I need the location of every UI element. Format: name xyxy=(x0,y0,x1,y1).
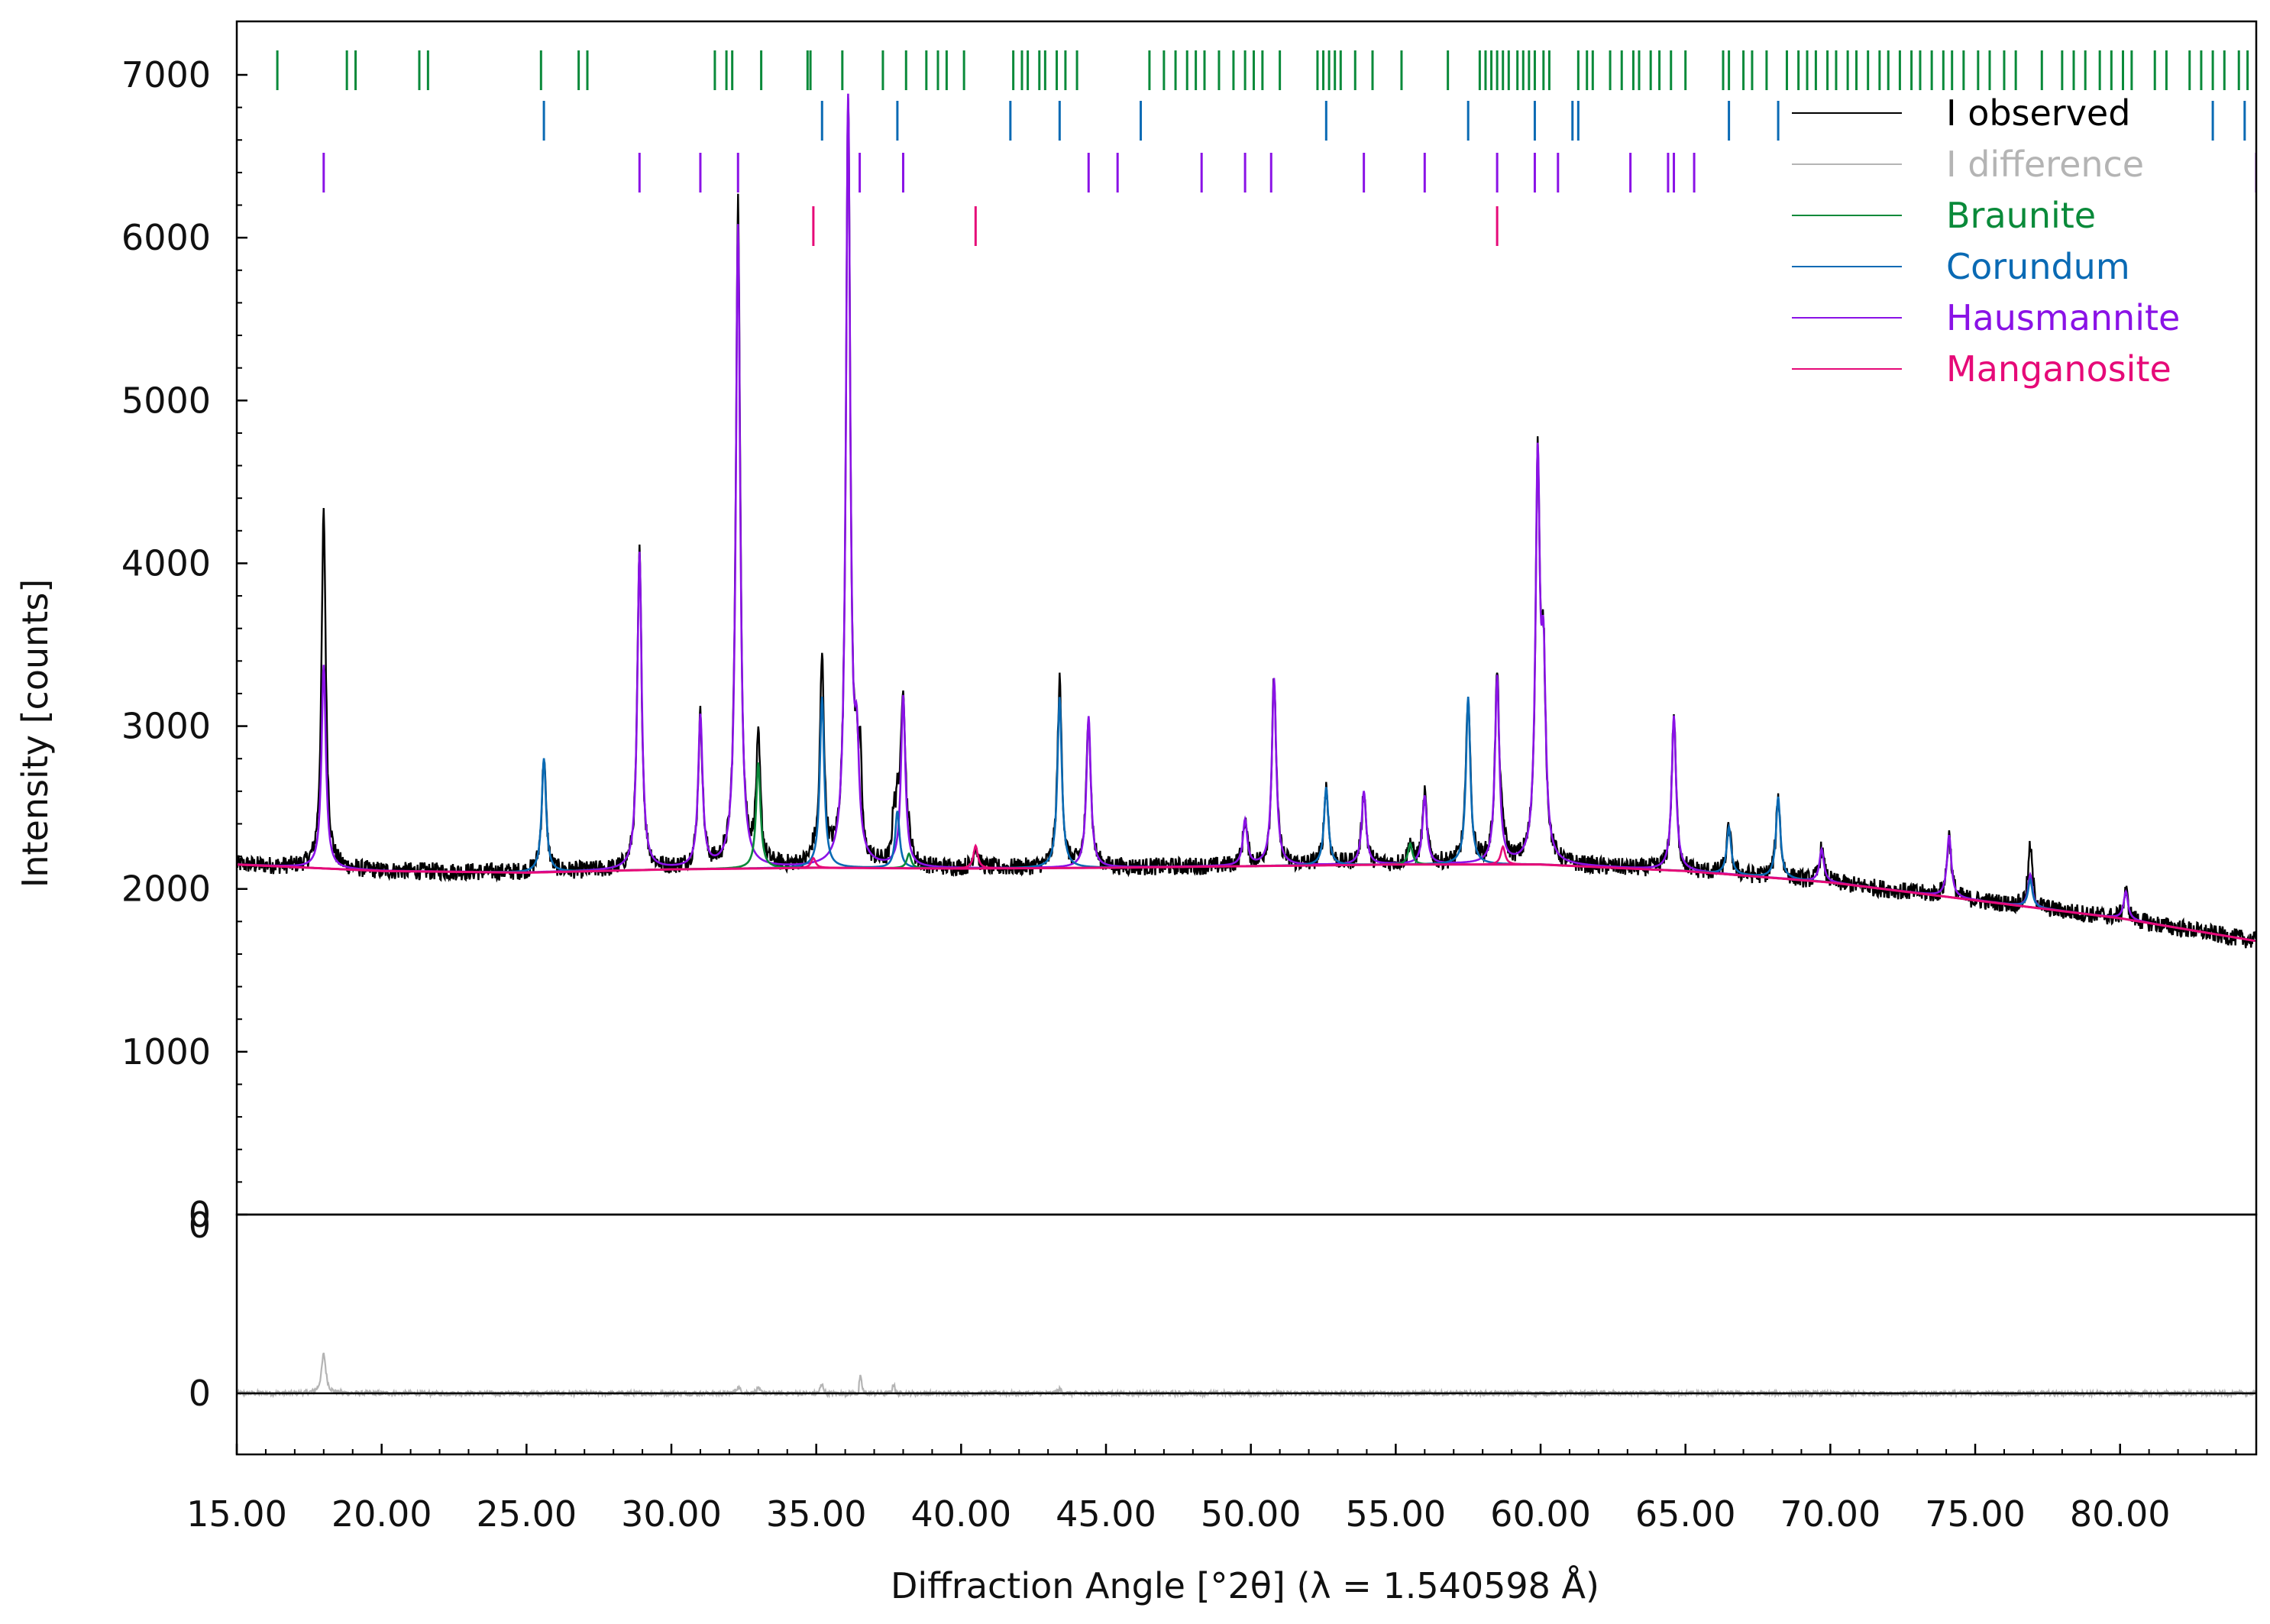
difference-plot-area xyxy=(237,1352,2256,1399)
x-tick-label: 30.00 xyxy=(621,1493,722,1535)
background-curve xyxy=(237,863,2254,942)
x-tick-label: 80.00 xyxy=(2070,1493,2171,1535)
y-tick-label: 7000 xyxy=(121,54,211,95)
x-tick-label: 55.00 xyxy=(1346,1493,1447,1535)
legend-label: I difference xyxy=(1946,144,2144,185)
y-tick-label: 0 xyxy=(189,1194,211,1235)
legend-label: I observed xyxy=(1946,92,2130,134)
y-tick-label: 3000 xyxy=(121,706,211,747)
x-tick-label: 40.00 xyxy=(910,1493,1011,1535)
plot-frames xyxy=(235,20,2258,1456)
y-tick-label: 5000 xyxy=(121,380,211,421)
x-tick-label: 20.00 xyxy=(331,1493,432,1535)
difference-y-axis-ticks: 00 xyxy=(189,1205,211,1414)
legend-label: Manganosite xyxy=(1946,348,2171,390)
difference-y-tick-label: 0 xyxy=(189,1373,211,1414)
y-tick-label: 1000 xyxy=(121,1031,211,1072)
difference-y-tick-label: 0 xyxy=(189,1205,211,1246)
x-tick-label: 50.00 xyxy=(1201,1493,1302,1535)
x-tick-label: 65.00 xyxy=(1635,1493,1736,1535)
x-tick-label: 60.00 xyxy=(1490,1493,1591,1535)
legend-label: Corundum xyxy=(1946,246,2130,287)
main-plot-area xyxy=(237,93,2256,949)
x-tick-label: 15.00 xyxy=(186,1493,287,1535)
y-tick-label: 6000 xyxy=(121,217,211,258)
legend-label: Braunite xyxy=(1946,195,2096,236)
y-axis-ticks: 0 1000 2000 3000 4000 5000 6000 7000 xyxy=(121,54,247,1235)
x-axis-ticks: 15.00 20.00 25.00 30.00 35.00 40.00 45.00 50.00… xyxy=(186,1444,2237,1535)
legend-label: Hausmannite xyxy=(1946,297,2180,338)
y-tick-label: 4000 xyxy=(121,542,211,584)
x-tick-label: 70.00 xyxy=(1780,1493,1881,1535)
x-tick-label: 35.00 xyxy=(766,1493,867,1535)
difference-plot-frame xyxy=(235,1213,2258,1456)
x-tick-label: 75.00 xyxy=(1925,1493,2026,1535)
x-axis-title: Diffraction Angle [°2θ] (λ = 1.540598 Å) xyxy=(891,1565,1599,1606)
legend: I observed I difference Braunite Corundum Ha… xyxy=(1792,92,2180,390)
y-axis-title: Intensity [counts] xyxy=(15,579,56,888)
x-tick-label: 25.00 xyxy=(476,1493,577,1535)
reflection-ticks xyxy=(276,50,2256,246)
y-tick-label: 2000 xyxy=(121,869,211,910)
x-tick-label: 45.00 xyxy=(1056,1493,1156,1535)
